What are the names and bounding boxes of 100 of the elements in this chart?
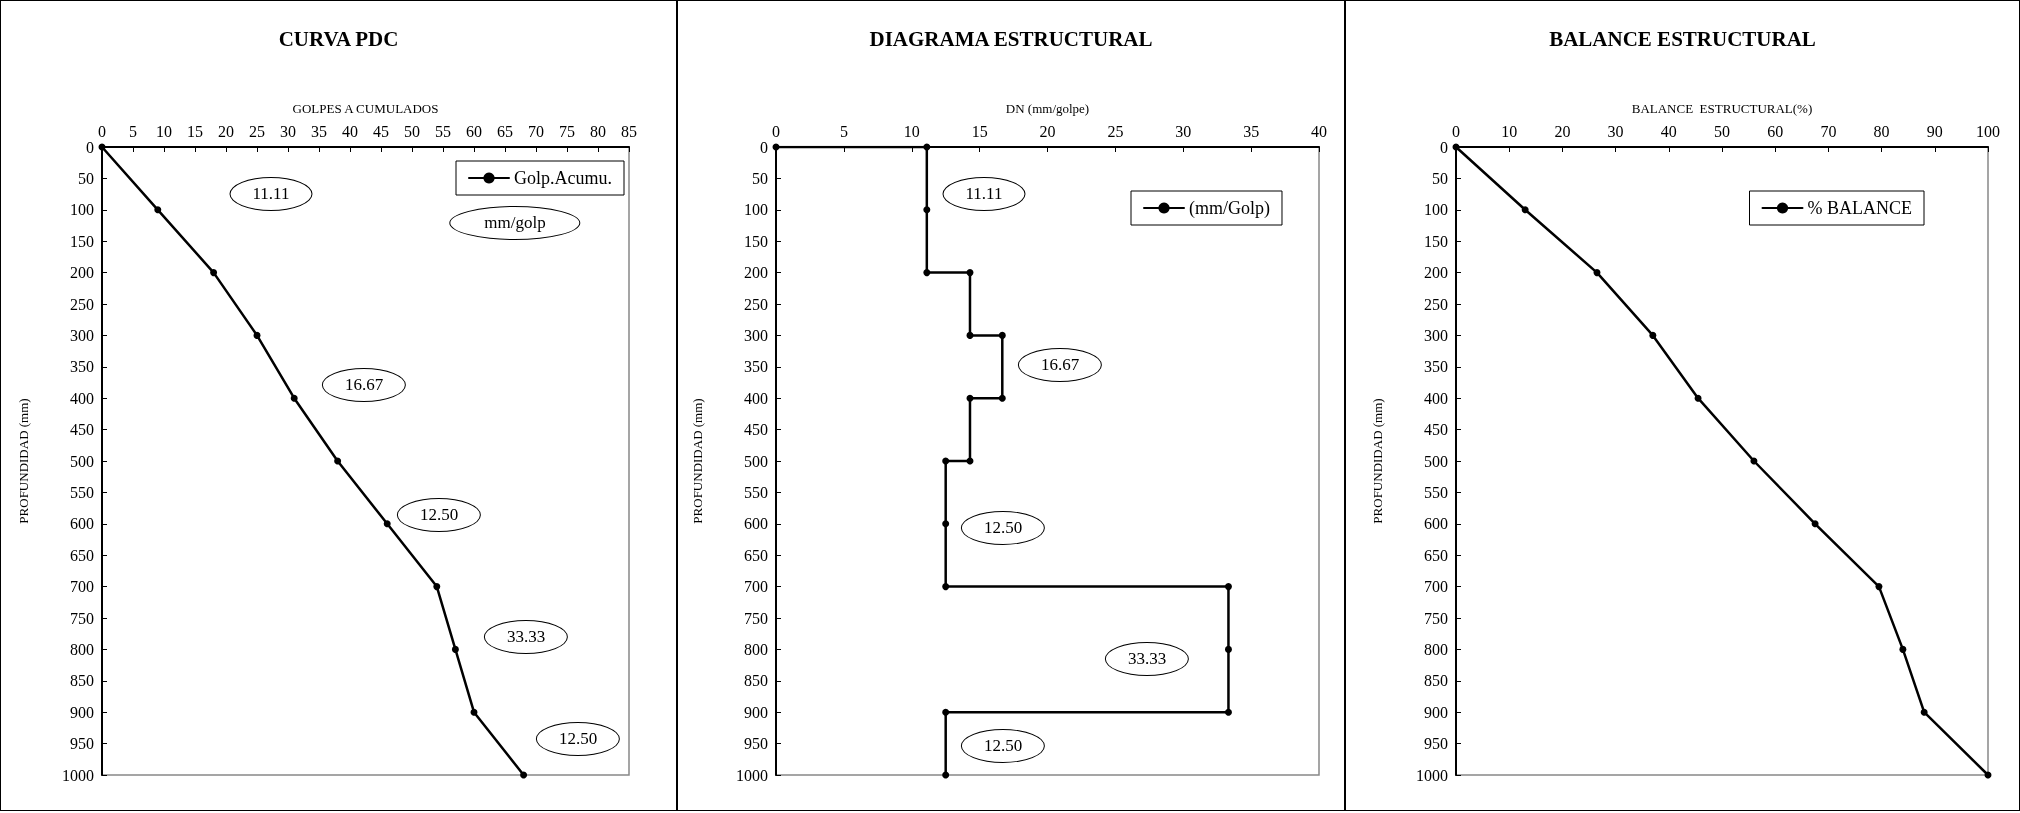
point <box>1899 645 1907 653</box>
point <box>470 708 478 716</box>
x-tick-label: 90 <box>1926 122 1943 140</box>
x-tick-label: 70 <box>1820 122 1837 140</box>
x-tick-label: 5 <box>839 122 848 140</box>
y-tick-label: 250 <box>70 295 94 313</box>
y-tick-label: 200 <box>70 264 94 282</box>
point <box>1811 520 1819 528</box>
point <box>383 520 391 528</box>
y-tick-label: 800 <box>744 640 768 658</box>
y-tick-label: 400 <box>1424 389 1448 407</box>
point <box>966 394 974 402</box>
point <box>290 394 298 402</box>
chart-title: DIAGRAMA ESTRUCTURAL <box>869 26 1153 51</box>
x-axis-title: BALANCE ESTRUCTURAL(%) <box>1631 101 1813 116</box>
annotation: 12.50 <box>960 511 1046 545</box>
x-tick-label: 15 <box>971 122 988 140</box>
y-tick-label: 750 <box>70 609 94 627</box>
y-tick-label: 150 <box>1424 232 1448 250</box>
x-tick-label: 25 <box>249 122 265 140</box>
y-tick-label: 200 <box>1424 264 1448 282</box>
y-tick-label: 200 <box>744 264 768 282</box>
y-tick-label: 600 <box>70 515 94 533</box>
y-tick-label: 500 <box>70 452 94 470</box>
point <box>433 583 441 591</box>
y-tick-label: 950 <box>1424 735 1448 753</box>
x-tick-label: 25 <box>1107 122 1124 140</box>
y-tick-label: 150 <box>70 232 94 250</box>
y-tick-label: 350 <box>70 358 94 376</box>
annotation: 12.50 <box>960 729 1046 763</box>
point <box>923 206 931 214</box>
point <box>923 143 931 151</box>
y-tick-label: 450 <box>1424 421 1448 439</box>
x-tick-label: 75 <box>559 122 575 140</box>
annotation: 12.50 <box>535 722 621 756</box>
x-tick-label: 60 <box>1767 122 1784 140</box>
y-tick-label: 100 <box>744 201 768 219</box>
y-tick-label: 350 <box>744 358 768 376</box>
x-tick-label: 55 <box>435 122 451 140</box>
annotation: 11.11 <box>229 177 313 211</box>
y-tick-label: 500 <box>744 452 768 470</box>
y-tick-label: 950 <box>744 735 768 753</box>
point <box>1224 708 1232 716</box>
y-tick-label: 250 <box>744 295 768 313</box>
x-tick-label: 20 <box>1554 122 1571 140</box>
x-tick-label: 100 <box>1976 122 2000 140</box>
legend-label: % BALANCE <box>1807 198 1913 218</box>
y-axis-title: PROFUNDIDAD (mm) <box>690 398 705 524</box>
x-tick-label: 10 <box>903 122 920 140</box>
y-tick-label: 300 <box>744 326 768 344</box>
y-tick-label: 300 <box>1424 326 1448 344</box>
point <box>923 269 931 277</box>
point <box>154 206 162 214</box>
x-tick-label: 0 <box>1452 122 1460 140</box>
point <box>1224 645 1232 653</box>
y-tick-label: 1000 <box>62 766 94 784</box>
y-tick-label: 0 <box>760 138 768 156</box>
y-tick-label: 450 <box>744 421 768 439</box>
y-tick-label: 800 <box>70 640 94 658</box>
x-tick-label: 35 <box>1243 122 1260 140</box>
point <box>334 457 342 465</box>
y-tick-label: 0 <box>1440 138 1448 156</box>
y-tick-label: 50 <box>78 169 94 187</box>
y-tick-label: 750 <box>744 609 768 627</box>
y-tick-label: 0 <box>86 138 94 156</box>
y-tick-label: 400 <box>70 389 94 407</box>
annotation: 16.67 <box>321 368 407 402</box>
y-tick-label: 500 <box>1424 452 1448 470</box>
x-tick-label: 45 <box>373 122 389 140</box>
x-tick-label: 0 <box>98 122 106 140</box>
y-tick-label: 850 <box>744 672 768 690</box>
x-tick-label: 50 <box>1714 122 1730 140</box>
x-tick-label: 30 <box>280 122 296 140</box>
y-tick-label: 650 <box>744 546 768 564</box>
x-tick-label: 50 <box>404 122 420 140</box>
point <box>1593 269 1601 277</box>
x-tick-label: 40 <box>1660 122 1677 140</box>
legend-label: (mm/Golp) <box>1189 198 1271 219</box>
chart-title: BALANCE ESTRUCTURAL <box>1549 26 1816 51</box>
annotation: 12.50 <box>396 498 482 532</box>
x-tick-label: 40 <box>1311 122 1327 140</box>
x-tick-label: 5 <box>129 122 137 140</box>
y-tick-label: 800 <box>1424 640 1448 658</box>
chart-title: CURVA PDC <box>278 26 399 51</box>
point <box>1694 394 1702 402</box>
x-tick-label: 85 <box>621 122 637 140</box>
y-tick-label: 700 <box>1424 578 1448 596</box>
y-tick-label: 850 <box>1424 672 1448 690</box>
y-tick-label: 550 <box>744 483 768 501</box>
point <box>942 771 950 779</box>
y-tick-label: 1000 <box>1416 766 1448 784</box>
y-tick-label: 550 <box>1424 483 1448 501</box>
y-tick-label: 750 <box>1424 609 1448 627</box>
annotation: 16.67 <box>1017 348 1103 382</box>
point <box>253 331 261 339</box>
point <box>1224 583 1232 591</box>
y-tick-label: 100 <box>1424 201 1448 219</box>
y-tick-label: 350 <box>1424 358 1448 376</box>
annotation: 11.11 <box>942 177 1026 211</box>
y-axis-title: PROFUNDIDAD (mm) <box>16 398 31 524</box>
